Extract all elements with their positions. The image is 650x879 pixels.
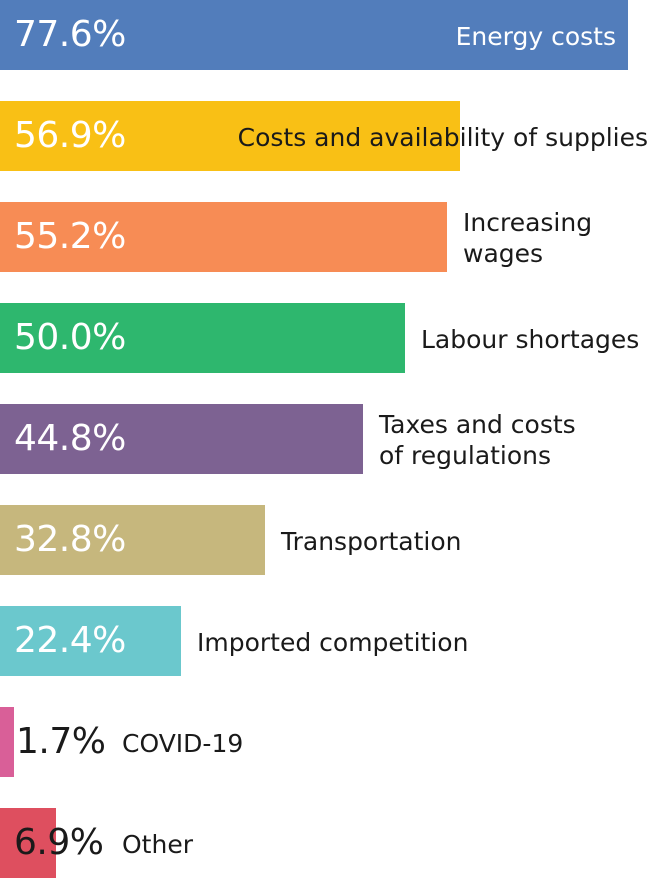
category-label-5: Taxes and costs of regulations — [379, 409, 576, 471]
bar-9 — [0, 808, 56, 878]
category-label-line: Taxes and costs — [379, 410, 576, 439]
category-label-line: Transportation — [281, 526, 462, 556]
value-label-5: 44.8% — [14, 418, 126, 459]
category-label-2: Costs and availability of supplies — [238, 122, 648, 153]
value-label-4: 50.0% — [14, 317, 126, 358]
value-label-8: 1.7% — [16, 721, 106, 762]
category-label-9: Other — [122, 829, 193, 860]
category-label-4: Labour shortages — [421, 324, 639, 355]
category-label-line: Labour shortages — [421, 324, 640, 354]
category-label-8: COVID-19 — [122, 728, 243, 759]
bar-1 — [0, 0, 628, 70]
category-label-line: of regulations — [379, 441, 552, 470]
bar-5 — [0, 404, 363, 474]
category-label-line: Costs and availability of supplies — [237, 122, 648, 152]
bar-2 — [0, 101, 460, 171]
value-label-1: 77.6% — [14, 14, 126, 55]
category-label-line: Increasing — [463, 208, 593, 237]
category-label-line: Imported competition — [197, 627, 469, 657]
category-label-line: wages — [463, 239, 544, 268]
bar-6 — [0, 505, 265, 575]
category-label-6: Transportation — [281, 526, 462, 557]
bar-4 — [0, 303, 405, 373]
bar-3 — [0, 202, 447, 272]
category-label-line: Other — [122, 829, 193, 859]
value-label-2: 56.9% — [14, 115, 126, 156]
value-label-6: 32.8% — [14, 519, 126, 560]
category-label-line: Energy costs — [455, 21, 616, 51]
category-label-7: Imported competition — [197, 627, 468, 658]
bar-7 — [0, 606, 181, 676]
bar-8 — [0, 707, 14, 777]
category-label-1: Energy costs — [456, 21, 616, 52]
value-label-9: 6.9% — [14, 822, 104, 863]
value-label-7: 22.4% — [14, 620, 126, 661]
category-label-3: Increasing wages — [463, 207, 592, 269]
value-label-3: 55.2% — [14, 216, 126, 257]
category-label-line: COVID-19 — [122, 728, 244, 758]
